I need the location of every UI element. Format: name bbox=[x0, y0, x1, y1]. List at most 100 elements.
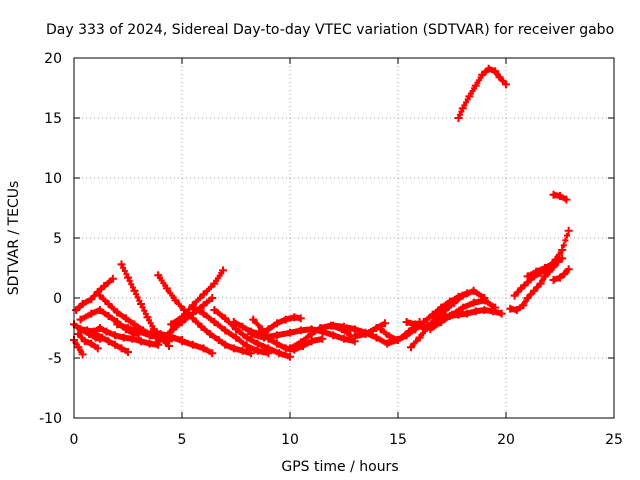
data-point bbox=[340, 334, 348, 343]
data-point bbox=[523, 272, 532, 281]
data-series-track-aa bbox=[454, 64, 510, 122]
data-point bbox=[124, 273, 132, 282]
data-point bbox=[221, 340, 230, 349]
data-point bbox=[113, 320, 122, 329]
data-point bbox=[130, 286, 139, 295]
data-point bbox=[247, 330, 256, 338]
data-point bbox=[147, 327, 156, 336]
data-point bbox=[78, 300, 87, 308]
data-point bbox=[214, 336, 223, 344]
data-point bbox=[91, 330, 100, 338]
data-point bbox=[372, 324, 381, 332]
data-points bbox=[70, 64, 573, 361]
data-point bbox=[229, 344, 238, 353]
data-series-track-m bbox=[154, 271, 256, 358]
data-point bbox=[316, 324, 325, 332]
data-point bbox=[558, 246, 567, 254]
data-point bbox=[219, 266, 228, 275]
plot-frame bbox=[73, 57, 615, 419]
x-tick-label: 15 bbox=[389, 432, 407, 448]
data-point bbox=[253, 346, 262, 355]
data-point bbox=[406, 343, 415, 352]
x-tick-label: 5 bbox=[178, 432, 187, 448]
data-point bbox=[437, 318, 446, 326]
data-point bbox=[208, 294, 217, 302]
data-point bbox=[111, 340, 120, 349]
data-point bbox=[450, 298, 459, 307]
data-point bbox=[536, 279, 545, 288]
data-point bbox=[76, 315, 85, 324]
data-point bbox=[471, 307, 480, 316]
data-point bbox=[249, 315, 258, 324]
data-point bbox=[381, 319, 390, 328]
data-point bbox=[383, 339, 392, 348]
data-point bbox=[512, 306, 521, 314]
data-point bbox=[480, 296, 489, 305]
data-point bbox=[178, 313, 186, 322]
data-point bbox=[100, 282, 109, 290]
data-point bbox=[318, 334, 327, 343]
data-point bbox=[171, 296, 180, 305]
data-point bbox=[197, 322, 206, 331]
data-point bbox=[532, 267, 541, 276]
data-series-track-z bbox=[426, 296, 500, 334]
data-point bbox=[238, 346, 247, 355]
data-series-track-h bbox=[117, 260, 174, 350]
data-point bbox=[296, 326, 305, 335]
data-point bbox=[458, 303, 467, 312]
data-point bbox=[329, 331, 338, 340]
data-point bbox=[117, 260, 126, 269]
data-point bbox=[87, 309, 96, 318]
data-point bbox=[199, 344, 208, 353]
data-point bbox=[136, 300, 145, 308]
data-point bbox=[506, 304, 515, 313]
data-series-track-d bbox=[74, 330, 102, 353]
data-point bbox=[394, 336, 402, 344]
data-point bbox=[307, 330, 316, 338]
data-point bbox=[540, 272, 549, 281]
data-point bbox=[167, 320, 176, 329]
data-point bbox=[441, 306, 450, 314]
data-series-track-s bbox=[247, 325, 359, 346]
data-point bbox=[510, 291, 519, 300]
data-point bbox=[257, 325, 266, 334]
data-point bbox=[113, 308, 122, 317]
data-point bbox=[117, 344, 126, 353]
y-tick-label: 10 bbox=[44, 171, 62, 187]
data-point bbox=[128, 334, 137, 343]
data-series-track-ac bbox=[510, 226, 573, 300]
data-point bbox=[454, 114, 463, 122]
data-point bbox=[178, 337, 186, 346]
data-point bbox=[478, 70, 487, 79]
data-point bbox=[130, 320, 139, 329]
data-point bbox=[469, 298, 478, 307]
data-point bbox=[458, 104, 467, 113]
data-point bbox=[273, 319, 282, 328]
data-point bbox=[98, 333, 107, 342]
data-point bbox=[415, 333, 424, 342]
data-point bbox=[136, 337, 145, 346]
data-point bbox=[564, 226, 573, 235]
data-point bbox=[74, 330, 83, 338]
data-point bbox=[361, 330, 370, 338]
data-point bbox=[296, 338, 305, 347]
data-point bbox=[549, 259, 558, 268]
data-point bbox=[124, 324, 132, 332]
data-point bbox=[95, 306, 104, 314]
data-point bbox=[286, 352, 294, 361]
data-point bbox=[411, 320, 420, 329]
data-series-track-n bbox=[167, 266, 228, 329]
data-point bbox=[111, 331, 120, 340]
data-point bbox=[307, 337, 316, 346]
data-series-track-af bbox=[549, 190, 571, 204]
data-point bbox=[402, 331, 411, 340]
data-point bbox=[78, 350, 87, 359]
data-point bbox=[162, 284, 171, 293]
data-point bbox=[530, 286, 539, 295]
data-point bbox=[558, 254, 567, 263]
data-point bbox=[471, 81, 480, 90]
data-point bbox=[519, 301, 528, 310]
data-point bbox=[560, 270, 569, 278]
x-axis-label: GPS time / hours bbox=[281, 459, 398, 475]
data-point bbox=[340, 322, 348, 331]
